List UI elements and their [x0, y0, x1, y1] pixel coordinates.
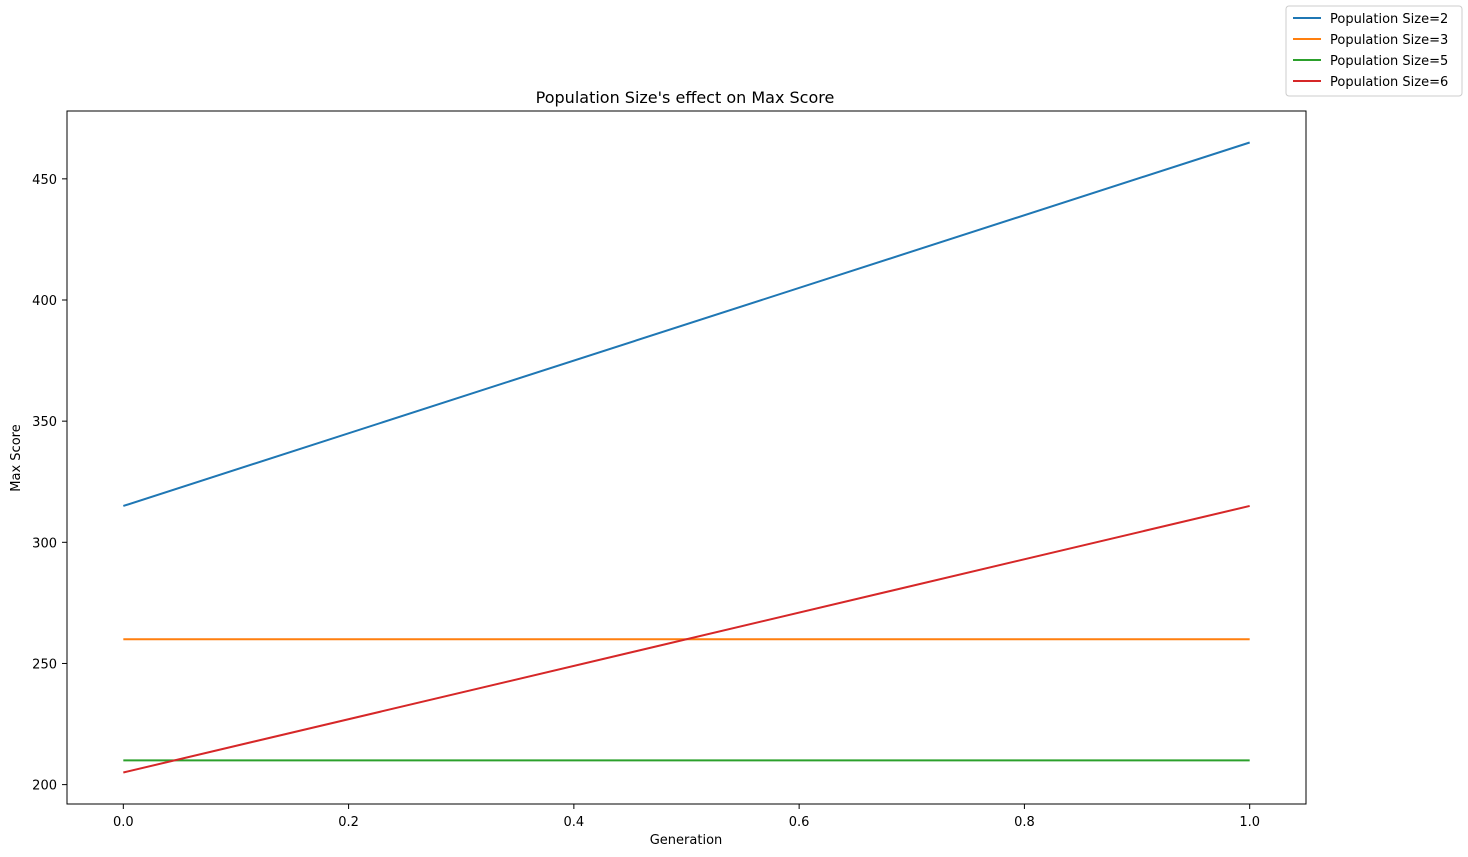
x-tick-label: 0.4 — [564, 815, 585, 830]
y-axis-label: Max Score — [9, 424, 24, 491]
legend-box — [1285, 5, 1463, 97]
y-tick-label: 350 — [32, 415, 57, 430]
legend-label: Population Size=3 — [1330, 33, 1448, 48]
x-axis-label: Generation — [650, 833, 723, 848]
x-tick-label: 0.0 — [113, 815, 134, 830]
chart-title: Population Size's effect on Max Score — [536, 88, 835, 107]
legend-label: Population Size=5 — [1330, 54, 1448, 69]
legend-label: Population Size=6 — [1330, 75, 1448, 90]
series-line-1 — [123, 141, 1250, 507]
legend-items: Population Size=2 Population Size=3 Popula… — [1293, 12, 1448, 90]
series-lines — [123, 141, 1250, 774]
plot-area — [66, 110, 1307, 805]
legend: Population Size=2 Population Size=3 Popula… — [1285, 5, 1463, 97]
y-axis-ticks: 200 250 300 350 400 450 — [32, 173, 67, 794]
series-line-4 — [123, 504, 1250, 774]
y-tick-label: 250 — [32, 657, 57, 672]
legend-label: Population Size=2 — [1330, 12, 1448, 27]
x-tick-label: 1.0 — [1239, 815, 1260, 830]
x-tick-label: 0.6 — [789, 815, 810, 830]
x-tick-label: 0.8 — [1014, 815, 1035, 830]
y-tick-label: 200 — [32, 779, 57, 794]
y-tick-label: 300 — [32, 536, 57, 551]
y-tick-label: 450 — [32, 173, 57, 188]
x-tick-label: 0.2 — [338, 815, 359, 830]
x-axis-ticks: 0.0 0.2 0.4 0.6 0.8 1.0 — [113, 804, 1260, 830]
y-tick-label: 400 — [32, 294, 57, 309]
